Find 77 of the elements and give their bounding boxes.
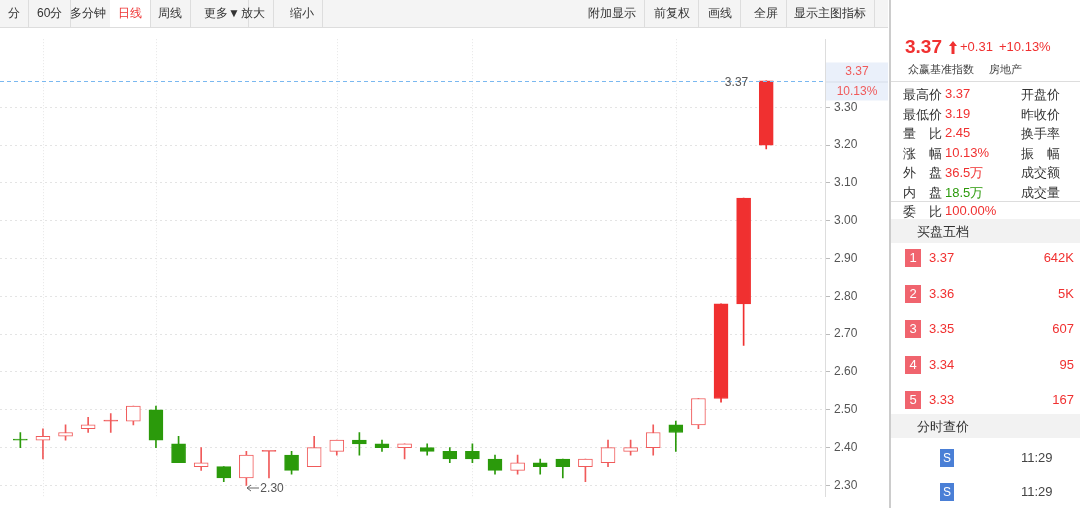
text: 3.33 [929, 392, 955, 407]
text: 4 [905, 355, 921, 374]
text: 分 [0, 0, 29, 27]
text: 2.45 [945, 125, 971, 140]
text: 更多▼ [204, 6, 240, 20]
text: 3.37 [929, 250, 955, 265]
text: +10.13% [999, 39, 1051, 54]
text: 前复权 [646, 0, 699, 27]
text: 放大 [241, 6, 265, 20]
y-tick-label: 2.40 [834, 439, 858, 454]
text: 众赢基准指数 [908, 62, 974, 77]
y-tick-label: 2.60 [834, 364, 858, 379]
text: 日线 [110, 0, 151, 27]
text: 5 [905, 391, 921, 409]
annotation: 3.37 [724, 75, 749, 90]
text: 10.13% [945, 144, 990, 160]
candlestick [193, 447, 209, 471]
y-tick-label: 2.50 [834, 402, 858, 417]
text: 开盘价 [1021, 86, 1060, 104]
candlestick [668, 420, 684, 452]
text: 量 比 [903, 125, 942, 143]
text: 642K [1043, 250, 1074, 265]
text: 3.35 [929, 321, 955, 336]
text: 60分 [29, 0, 72, 27]
text: 缩小 [282, 0, 323, 27]
text: 167 [1052, 392, 1074, 407]
text: 涨 幅 [903, 144, 942, 163]
text: 画线 [700, 0, 741, 27]
y-tick-label: 3.00 [834, 213, 858, 228]
text: 房地产 [989, 62, 1022, 77]
text: 附加显示 [580, 0, 645, 27]
text: 显示主图指标 [786, 0, 875, 27]
text: 95 [1059, 356, 1074, 372]
text: 3.36 [929, 285, 955, 301]
text: 最低价 [903, 105, 942, 124]
y-tick-label: 3.20 [834, 137, 858, 152]
text: 最高价 [903, 86, 942, 104]
text: +0.31 [960, 39, 993, 54]
text: 买盘五档 [917, 223, 969, 241]
text: 2 [905, 284, 921, 303]
y-tick-label: 2.80 [834, 288, 858, 303]
text: S [940, 449, 954, 467]
text: 5K [1058, 285, 1074, 301]
y-tick-label: 3.30 [834, 99, 858, 114]
text: S [940, 483, 954, 501]
text: 分时查价 [917, 418, 969, 436]
text: 委 比 [903, 203, 942, 221]
text: 周线 [150, 0, 191, 27]
text: 全屏 [746, 0, 787, 27]
text: 内 盘 [903, 183, 942, 202]
text: 100.00% [945, 203, 997, 218]
text: 多分钟 [62, 0, 115, 27]
text: 3.34 [929, 356, 955, 372]
text: 11:29 [1021, 450, 1053, 465]
y-tick-label: 2.90 [834, 250, 858, 265]
text: 3.37 [905, 36, 942, 58]
text: 36.5万 [945, 164, 984, 182]
y-tick-label: 2.70 [834, 326, 858, 341]
text: 3 [905, 320, 921, 338]
text: 3.19 [945, 105, 971, 121]
text: 1 [905, 249, 921, 267]
ref-line-label: 3.37 [845, 63, 869, 78]
y-tick-label: 2.30 [834, 477, 858, 492]
text: 成交量 [1021, 183, 1060, 202]
y-tick-label: 3.10 [834, 175, 858, 190]
text: 10.13% [836, 83, 878, 98]
text: 振 幅 [1021, 144, 1060, 163]
text: 外 盘 [903, 164, 942, 182]
text: 3.37 [945, 86, 971, 101]
text: 换手率 [1021, 125, 1060, 143]
text: 607 [1052, 321, 1074, 336]
annotation: 2.30 [260, 480, 285, 495]
text: 18.5万 [945, 183, 984, 202]
candlestick [103, 413, 119, 433]
text: 11:29 [1021, 484, 1053, 499]
text: 成交额 [1021, 164, 1060, 182]
text: 昨收价 [1021, 105, 1060, 124]
